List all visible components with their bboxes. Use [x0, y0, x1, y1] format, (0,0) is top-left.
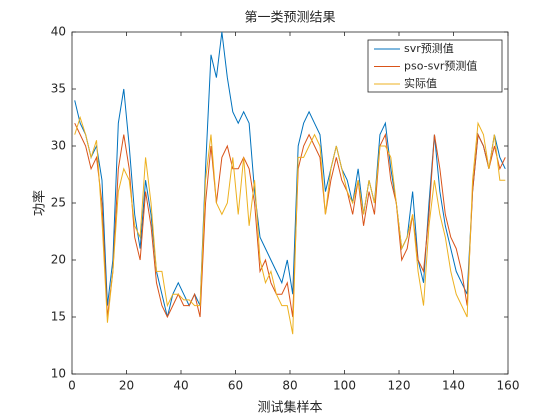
x-tick-label: 160: [497, 379, 520, 393]
x-tick-label: 20: [119, 379, 134, 393]
x-tick-label: 120: [388, 379, 411, 393]
y-tick-label: 40: [51, 25, 66, 39]
y-axis-label: 功率: [32, 190, 48, 216]
y-tick-label: 25: [51, 196, 66, 210]
x-tick-label: 60: [228, 379, 243, 393]
legend-label: pso-svr预测值: [404, 60, 477, 73]
chart-title: 第一类预测结果: [244, 11, 335, 26]
series-line: [74, 115, 506, 335]
y-tick-label: 15: [51, 310, 66, 324]
y-tick-label: 30: [51, 139, 66, 153]
x-tick-label: 140: [442, 379, 465, 393]
x-tick-label: 100: [333, 379, 356, 393]
y-tick-label: 20: [51, 253, 66, 267]
x-tick-label: 80: [282, 379, 297, 393]
legend-label: 实际值: [404, 76, 437, 90]
series-line: [74, 122, 506, 319]
y-tick-label: 10: [51, 367, 66, 381]
legend-label: svr预测值: [404, 42, 454, 55]
y-tick-label: 35: [51, 82, 66, 96]
x-axis-label: 测试集样本: [257, 400, 322, 416]
x-tick-label: 0: [68, 379, 76, 393]
x-tick-label: 40: [173, 379, 188, 393]
